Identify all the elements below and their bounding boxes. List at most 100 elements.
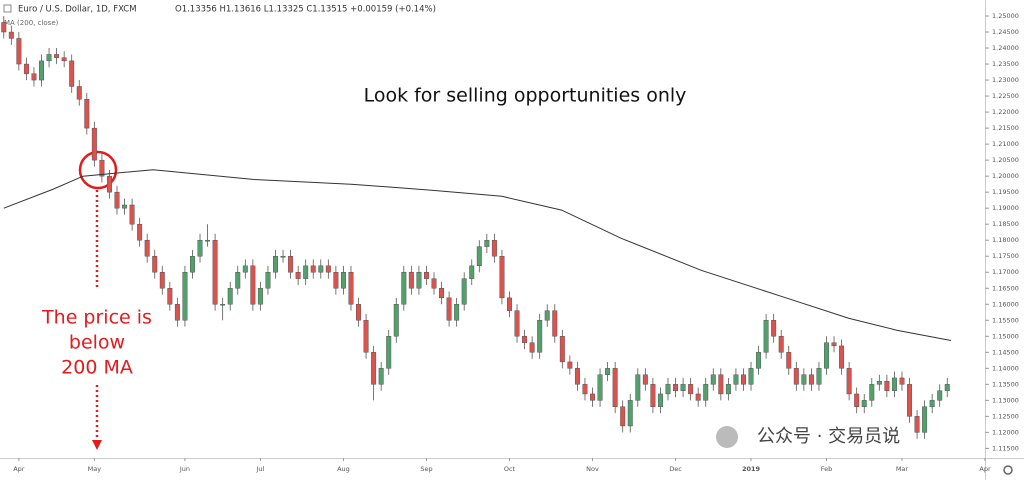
- candle-body: [416, 272, 422, 289]
- candle-body: [559, 336, 565, 363]
- candle-body: [159, 272, 165, 289]
- candle-body: [657, 393, 663, 407]
- y-tick-label: 1.12500: [992, 412, 1019, 420]
- candle-body: [907, 384, 912, 417]
- candle-body: [363, 320, 369, 353]
- candle-body: [574, 368, 580, 385]
- candle-body: [273, 256, 278, 273]
- candle-body: [122, 204, 128, 209]
- candle-body: [106, 175, 112, 193]
- candle-body: [303, 265, 309, 279]
- y-tick-label: 1.23000: [992, 76, 1019, 84]
- x-tick-label: Aug: [337, 465, 350, 473]
- y-tick-label: 1.25000: [992, 12, 1019, 20]
- candle-body: [816, 368, 822, 385]
- candle-body: [61, 57, 67, 62]
- x-tick-label: Jun: [179, 465, 190, 473]
- candle-body: [91, 127, 97, 161]
- candle-body: [839, 345, 845, 369]
- candle-body: [325, 265, 331, 273]
- moving-average: [3, 169, 952, 341]
- candle-body: [522, 336, 528, 343]
- y-tick-label: 1.22000: [992, 108, 1019, 116]
- candle-body: [499, 256, 505, 299]
- candle-body: [635, 374, 641, 401]
- candle-body: [401, 272, 407, 305]
- candle-body: [876, 380, 882, 385]
- y-tick-label: 1.13000: [992, 396, 1019, 404]
- candle-body: [8, 31, 14, 39]
- candle-body: [99, 159, 105, 177]
- candle-body: [808, 374, 814, 385]
- candle-body: [650, 384, 656, 407]
- candle-body: [265, 272, 271, 289]
- candle-body: [612, 368, 618, 407]
- candle-body: [152, 256, 158, 273]
- candle-body: [144, 240, 150, 257]
- candle-body: [212, 240, 218, 305]
- candle-body: [937, 390, 943, 401]
- candle-body: [1, 22, 7, 33]
- candle-body: [69, 60, 75, 87]
- candle-body: [922, 406, 928, 433]
- x-tick-label: Sep: [420, 465, 432, 473]
- candle-body: [861, 400, 867, 407]
- candle-body: [491, 240, 497, 257]
- candle-body: [605, 368, 611, 375]
- candle-body: [537, 320, 543, 353]
- candle-body: [718, 374, 724, 395]
- candle-body: [627, 400, 633, 427]
- symbol-icon[interactable]: [3, 4, 12, 13]
- candle-body: [929, 400, 935, 407]
- ohlc-readout: O1.13356 H1.13616 L1.13325 C1.13515 +0.0…: [175, 5, 436, 15]
- candle-body: [197, 240, 203, 257]
- candle-body: [242, 265, 248, 273]
- y-tick-label: 1.15500: [992, 316, 1019, 324]
- candle-body: [469, 265, 475, 279]
- y-tick-label: 1.20500: [992, 156, 1019, 164]
- y-tick-label: 1.16500: [992, 284, 1019, 292]
- candle-body: [288, 256, 294, 273]
- candle-body: [786, 352, 792, 369]
- highlight-circle: [78, 150, 118, 190]
- candle-body: [340, 272, 346, 289]
- candle-body: [280, 256, 286, 258]
- candle-body: [831, 342, 837, 347]
- candle-body: [84, 99, 90, 129]
- candle-body: [439, 288, 445, 299]
- arrow-head: [92, 440, 102, 450]
- candle-body: [114, 191, 120, 209]
- x-tick-label: Apr: [13, 465, 25, 473]
- candle-body: [891, 377, 897, 391]
- candle-body: [23, 63, 29, 74]
- annotation-line: 200 MA: [61, 357, 133, 379]
- settings-button[interactable]: [1003, 465, 1013, 475]
- x-tick-label: Oct: [504, 465, 516, 473]
- candle-body: [590, 393, 595, 401]
- candle-body: [793, 368, 799, 385]
- candle-body: [129, 204, 135, 225]
- annotation-line: below: [69, 332, 125, 354]
- candle-body: [476, 246, 482, 267]
- y-tick-label: 1.15000: [992, 332, 1019, 340]
- candle-body: [665, 384, 671, 395]
- candle-body: [182, 272, 188, 321]
- x-tick-label: Feb: [821, 465, 833, 473]
- y-tick-label: 1.20000: [992, 172, 1019, 180]
- wechat-icon: [716, 426, 738, 448]
- candle-body: [54, 54, 60, 58]
- candle-body: [257, 288, 263, 305]
- candle-body: [205, 240, 211, 242]
- candle-body: [408, 272, 414, 289]
- candle-body: [854, 393, 860, 407]
- candle-body: [567, 361, 573, 369]
- candle-body: [899, 377, 905, 385]
- x-tick-label: May: [88, 465, 102, 473]
- candle-body: [507, 297, 512, 311]
- candle-body: [741, 374, 746, 385]
- x-tick-label: 2019: [742, 465, 761, 473]
- candle-body: [484, 240, 490, 247]
- candle-body: [356, 304, 361, 321]
- y-tick-label: 1.11500: [992, 444, 1019, 452]
